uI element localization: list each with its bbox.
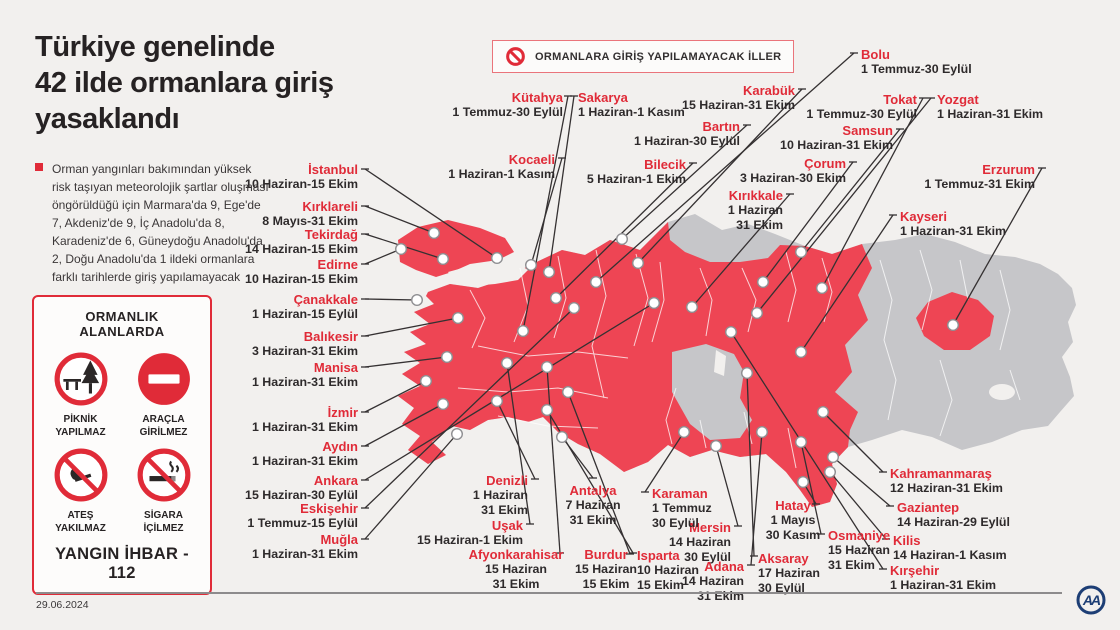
province-marker bbox=[543, 266, 556, 279]
intro-block: Orman yangınları bakımından yüksek risk … bbox=[35, 160, 271, 286]
province-marker bbox=[725, 326, 738, 339]
province-marker bbox=[556, 431, 569, 444]
province-marker bbox=[451, 428, 464, 441]
province-marker bbox=[428, 226, 441, 239]
province-marker bbox=[525, 259, 538, 272]
forest-rules-box: ORMANLIK ALANLARDA PİKNİK YAPILMAZ bbox=[32, 295, 212, 595]
province-marker bbox=[452, 312, 465, 325]
province-marker bbox=[947, 319, 960, 332]
province-marker bbox=[501, 357, 514, 370]
map-region-konya bbox=[672, 344, 752, 440]
sign-no-smoking: SİGARA İÇİLMEZ bbox=[125, 447, 202, 535]
map-region-thrace bbox=[398, 220, 514, 277]
province-marker bbox=[632, 257, 645, 270]
province-marker bbox=[411, 294, 424, 307]
province-marker bbox=[441, 351, 454, 364]
province-marker bbox=[491, 395, 504, 408]
map-legend-badge: ORMANLARA GİRİŞ YAPILAMAYACAK İLLER bbox=[492, 40, 795, 73]
sign-label: PİKNİK YAPILMAZ bbox=[55, 414, 106, 438]
footer-date: 29.06.2024 bbox=[36, 599, 89, 611]
province-marker bbox=[590, 276, 603, 289]
province-marker bbox=[648, 297, 661, 310]
fire-hotline: YANGIN İHBAR - 112 bbox=[55, 545, 189, 582]
province-marker bbox=[395, 242, 408, 255]
sign-grid: PİKNİK YAPILMAZ ARAÇLA GİRİLMEZ bbox=[42, 351, 202, 535]
province-markers bbox=[395, 226, 960, 489]
province-marker bbox=[541, 361, 554, 374]
province-marker bbox=[541, 404, 554, 417]
svg-text:AA: AA bbox=[1082, 592, 1101, 608]
lake-tuz bbox=[714, 350, 726, 376]
province-marker bbox=[795, 436, 808, 449]
province-marker bbox=[797, 476, 810, 489]
map-legend-text: ORMANLARA GİRİŞ YAPILAMAYACAK İLLER bbox=[535, 50, 782, 63]
marmara-sea bbox=[448, 262, 528, 286]
province-marker bbox=[757, 276, 770, 289]
intro-text: Orman yangınları bakımından yüksek risk … bbox=[52, 161, 269, 284]
province-marker bbox=[824, 466, 837, 479]
lake-van bbox=[989, 384, 1015, 400]
sign-label: SİGARA İÇİLMEZ bbox=[143, 510, 184, 534]
footer-divider bbox=[36, 592, 1062, 594]
province-marker bbox=[710, 440, 723, 453]
page-title: Türkiye genelinde 42 ilde ormanlara giri… bbox=[35, 31, 334, 135]
province-marker bbox=[795, 346, 808, 359]
no-entry-icon bbox=[137, 353, 190, 405]
province-marker bbox=[568, 302, 581, 315]
province-marker bbox=[817, 406, 830, 419]
province-marker bbox=[491, 251, 504, 264]
province-marker bbox=[562, 386, 575, 399]
no-smoking-icon bbox=[137, 448, 190, 502]
province-marker bbox=[420, 375, 433, 388]
no-fire-icon bbox=[54, 448, 107, 502]
province-marker bbox=[756, 426, 769, 439]
province-marker bbox=[751, 307, 764, 320]
province-marker bbox=[616, 232, 629, 245]
sign-no-picnic: PİKNİK YAPILMAZ bbox=[42, 351, 119, 439]
sign-no-entry: ARAÇLA GİRİLMEZ bbox=[125, 351, 202, 439]
sign-label: ATEŞ YAKILMAZ bbox=[55, 510, 106, 534]
sign-no-fire: ATEŞ YAKILMAZ bbox=[42, 447, 119, 535]
province-marker bbox=[686, 301, 699, 314]
province-marker bbox=[437, 398, 450, 411]
connector-lines bbox=[361, 52, 1046, 570]
left-panel: Türkiye genelinde 42 ilde ormanlara giri… bbox=[32, 30, 365, 595]
province-marker bbox=[816, 282, 829, 295]
province-marker bbox=[741, 367, 754, 380]
no-entry-legend-icon bbox=[506, 47, 525, 66]
province-marker bbox=[517, 325, 530, 338]
province-marker bbox=[437, 252, 450, 265]
province-marker bbox=[550, 292, 563, 305]
province-marker bbox=[678, 426, 691, 439]
province-marker bbox=[827, 451, 840, 464]
aa-logo: AA bbox=[1074, 583, 1108, 622]
province-marker bbox=[795, 245, 808, 258]
no-picnic-icon bbox=[54, 352, 107, 406]
sign-label: ARAÇLA GİRİLMEZ bbox=[139, 414, 188, 438]
bullet-square-icon bbox=[35, 162, 43, 171]
forest-rules-title: ORMANLIK ALANLARDA bbox=[79, 309, 165, 339]
